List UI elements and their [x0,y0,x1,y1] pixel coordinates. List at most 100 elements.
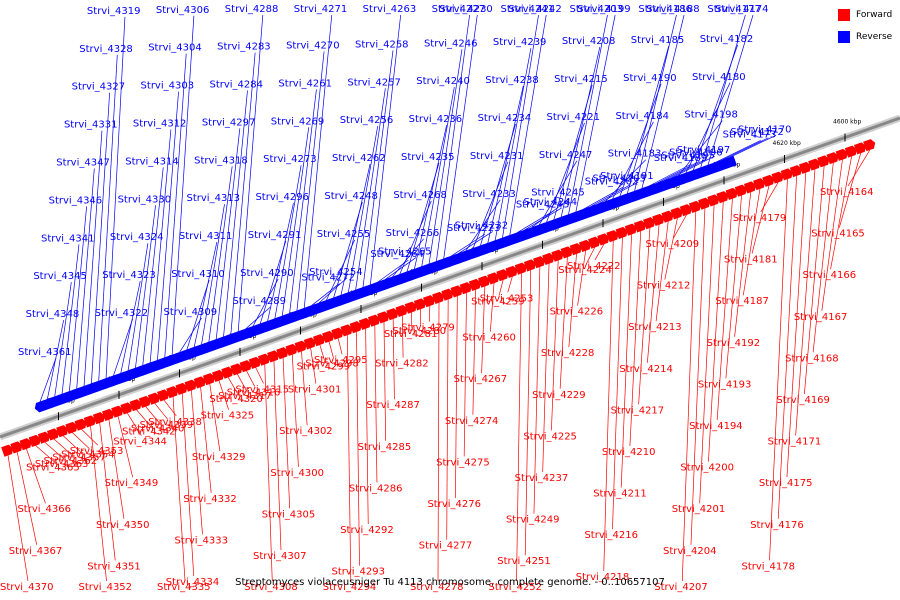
forward-gene-label: Strvi_4222 [567,261,621,272]
forward-leader [35,445,55,462]
forward-gene [863,139,876,152]
reverse-leader [575,14,616,212]
forward-gene-label: Strvi_4237 [515,473,569,484]
forward-gene-label: Strvi_4329 [192,452,246,463]
forward-gene [230,363,243,376]
forward-leader [356,331,360,566]
reverse-gene-label: Strvi_4311 [179,231,233,242]
reverse-leader [311,283,340,306]
reverse-gene-label: Strvi_4230 [439,4,493,15]
forward-leader [594,243,605,261]
reverse-gene-label: Strvi_4239 [493,37,547,48]
forward-gene-label: Strvi_4281 [384,329,438,340]
forward-leader [99,422,116,561]
forward-gene [331,327,344,340]
forward-leader [392,318,395,400]
forward-gene [643,217,656,230]
legend-forward-label: Forward [856,10,893,20]
forward-leader [664,217,678,280]
forward-gene-label: Strvi_4165 [811,229,865,240]
reverse-leader [149,129,172,363]
forward-leader [585,246,596,265]
forward-leader [838,152,862,228]
forward-gene [844,145,857,158]
forward-gene [688,200,701,213]
reverse-gene-label: Strvi_4236 [409,114,463,125]
forward-gene [771,171,784,184]
reverse-gene-label: Strvi_4289 [232,296,286,307]
reverse-gene-label: Strvi_4271 [294,4,348,15]
reverse-leader [333,201,363,298]
forward-gene [46,428,60,441]
forward-gene [248,356,261,369]
reverse-gene-label: Strvi_4231 [470,151,524,162]
reverse-gene-label: Strvi_4198 [684,110,738,121]
reverse-gene-label: Strvi_4313 [187,193,241,204]
reverse-leader [671,155,715,179]
forward-gene-label: Strvi_4298 [305,358,359,369]
forward-gene-label: Strvi_4301 [288,385,342,396]
forward-gene [19,438,32,451]
forward-leader [264,364,273,582]
forward-gene-label: Strvi_4292 [340,525,394,536]
reverse-gene-label: Strvi_4234 [478,113,532,124]
forward-leader [638,227,651,405]
forward-leader [795,169,816,436]
reverse-gene-label: Strvi_4318 [194,155,248,166]
forward-gene-label: Strvi_4179 [733,213,787,224]
forward-gene-label: Strvi_4169 [776,395,830,406]
reverse-leader [54,282,72,397]
forward-gene [835,148,848,161]
forward-gene-label: Strvi_4334 [166,577,220,588]
legend-reverse-label: Reverse [856,32,893,42]
reverse-gene-label: Strvi_4205 [592,174,646,185]
forward-gene-label: Strvi_4278 [410,582,464,593]
forward-gene [120,402,133,415]
forward-gene [65,421,78,434]
forward-gene-label: Strvi_4363 [35,459,89,470]
reverse-gene-label: Strvi_4291 [248,230,302,241]
reverse-gene-label: Strvi_4288 [225,4,279,15]
reverse-gene-label: Strvi_4188 [646,4,700,15]
reverse-gene-label: Strvi_4248 [324,191,378,202]
forward-gene-label: Strvi_4352 [79,582,133,593]
forward-leader [383,321,387,441]
forward-leader [804,165,825,395]
reverse-leader [186,279,210,350]
forward-leader [690,208,706,545]
reverse-gene-label: Strvi_4232 [455,221,509,232]
reverse-leader [700,14,746,168]
reverse-gene-label: Strvi_4227 [432,4,486,15]
forward-gene-label: Strvi_4365 [26,463,80,474]
reverse-leader [722,137,769,161]
reverse-leader [472,161,509,249]
reverse-leader [428,49,463,264]
forward-gene-label: Strvi_4325 [201,411,255,422]
forward-leader [16,451,38,545]
reverse-gene-label: Strvi_4348 [26,309,80,320]
reverse-leader [135,205,156,369]
reverse-gene-label: Strvi_4238 [485,75,539,86]
forward-leader [647,224,660,363]
reverse-gene-label: Strvi_4314 [125,156,179,167]
forward-gene-label: Strvi_4282 [375,359,429,370]
forward-gene-label: Strvi_4287 [366,400,420,411]
reverse-gene-label: Strvi_4189 [654,153,708,164]
forward-gene-label: Strvi_4214 [619,364,673,375]
forward-gene [542,252,555,265]
forward-gene [743,181,756,194]
reverse-leader [392,238,424,278]
tick-label: 4620 kbp [773,140,801,147]
forward-gene [606,230,619,243]
reverse-leader [663,158,708,181]
forward-gene-label: Strvi_4366 [17,504,71,515]
forward-gene [138,395,151,408]
forward-leader [291,354,299,467]
forward-leader [136,409,151,426]
reverse-leader [369,14,402,285]
reverse-gene-label: Strvi_4346 [49,195,103,206]
reverse-gene-label: Strvi_4173 [723,129,777,140]
reverse-gene-label: Strvi_4180 [692,72,746,83]
forward-leader [568,253,577,348]
